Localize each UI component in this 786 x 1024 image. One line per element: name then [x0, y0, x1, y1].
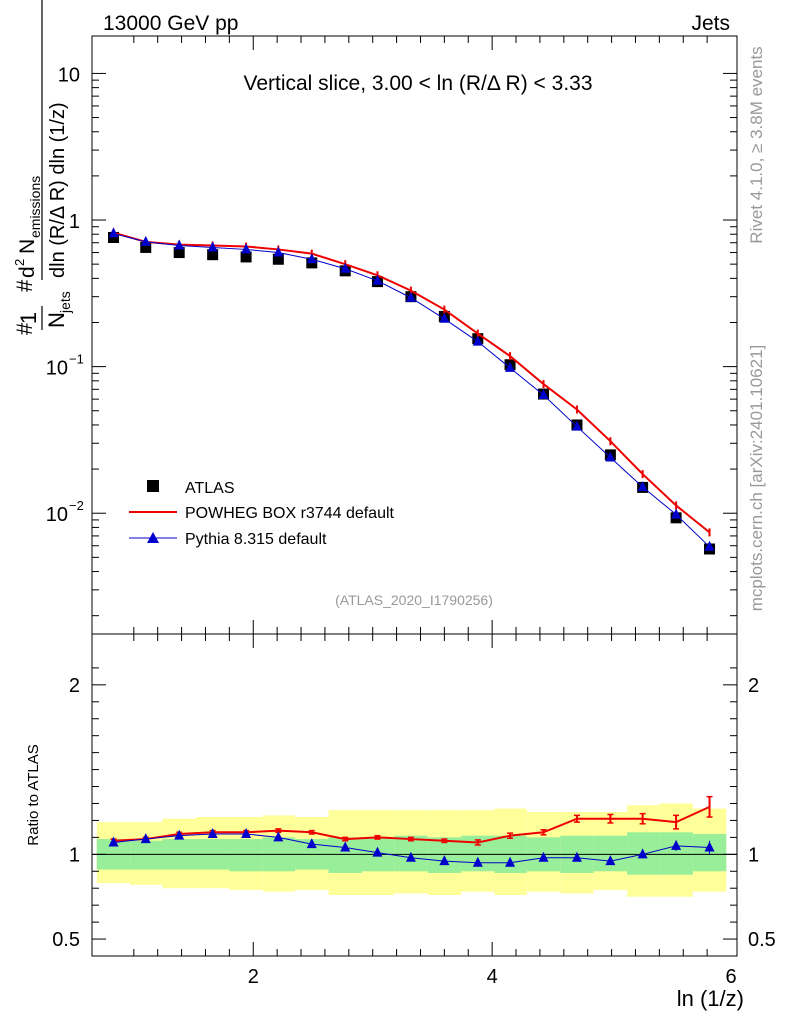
pythia-marker [505, 361, 516, 372]
y-tick-label: 10 [46, 504, 68, 526]
atlas-data-point [173, 247, 185, 259]
pythia-ratio-marker [174, 829, 185, 840]
ratio-plot [92, 795, 737, 897]
pythia-ratio-marker [538, 851, 549, 862]
pythia-marker [273, 246, 284, 257]
ratio-y-axis-label: Ratio to ATLAS [25, 744, 42, 845]
pythia-ratio-marker [571, 851, 582, 862]
svg-text:N: N [44, 312, 69, 328]
atlas-data-point [240, 251, 252, 263]
svg-text:d: d [16, 266, 39, 278]
legend: ATLAS POWHEG BOX r3744 default Pythia 8.… [129, 480, 395, 548]
pythia-marker [605, 451, 616, 462]
pythia-ratio-marker [405, 851, 416, 862]
pythia-marker [372, 274, 383, 285]
pythia-marker [140, 235, 151, 246]
atlas-data-point [272, 253, 284, 265]
svg-text:dln (R/Δ R) dln (1/z): dln (R/Δ R) dln (1/z) [47, 102, 69, 278]
energy-label: 13000 GeV pp [103, 12, 238, 35]
green-band-bin [659, 832, 693, 875]
pythia-ratio-marker [671, 839, 682, 850]
svg-text:N: N [16, 239, 39, 254]
svg-text:2: 2 [12, 259, 27, 266]
x-tick-label: 2 [248, 966, 259, 988]
analysis-id-label: (ATLAS_2020_I1790256) [335, 592, 493, 608]
pythia-ratio-marker [472, 856, 483, 867]
svg-text:#: # [12, 279, 37, 292]
pythia-ratio-marker [372, 846, 383, 857]
y-tick-label: 1 [69, 211, 80, 233]
atlas-data-point [140, 241, 152, 253]
pythia-marker [538, 389, 549, 400]
green-band-bin [229, 839, 263, 872]
legend-atlas-marker [147, 480, 159, 492]
green-band-bin [593, 835, 628, 872]
atlas-data-point [108, 231, 119, 243]
svg-text:emissions: emissions [27, 176, 43, 238]
pythia-marker [241, 243, 252, 254]
legend-atlas-label: ATLAS [185, 480, 235, 497]
pythia-marker [340, 262, 351, 273]
y-tick-label: 10 [46, 358, 68, 380]
pythia-ratio-marker [439, 855, 450, 866]
atlas-data-point [207, 249, 219, 261]
y-tick-exponent: −1 [69, 352, 84, 367]
pythia-line [113, 232, 710, 548]
pythia-marker [174, 239, 185, 250]
legend-powheg-label: POWHEG BOX r3744 default [185, 505, 395, 522]
legend-pythia-label: Pythia 8.315 default [185, 531, 327, 548]
pythia-ratio-marker [273, 831, 284, 842]
pythia-marker [704, 540, 715, 551]
pythia-ratio-marker [605, 855, 616, 866]
pythia-marker [472, 335, 483, 346]
pythia-ratio-marker [306, 838, 317, 849]
ratio-y-tick-label: 0.5 [52, 929, 80, 951]
legend-pythia-marker [147, 532, 159, 543]
pythia-marker [637, 480, 648, 491]
x-tick-label: 6 [725, 966, 736, 988]
ratio-y-tick-label: 2 [69, 675, 80, 697]
ratio-plot-frame [91, 633, 738, 957]
pythia-ratio-marker [207, 827, 218, 838]
pythia-marker [571, 420, 582, 431]
pythia-marker [108, 227, 119, 238]
y-tick-label: 10 [58, 64, 80, 86]
y-tick-exponent: −2 [69, 498, 84, 513]
rivet-version-label: Rivet 4.1.0, ≥ 3.8M events [747, 46, 766, 243]
x-axis-label: ln (1/z) [677, 986, 744, 1011]
pythia-marker [207, 241, 218, 252]
pythia-ratio-marker [241, 827, 252, 838]
pythia-marker [439, 312, 450, 323]
pythia-ratio-marker [637, 848, 648, 859]
pythia-marker [306, 253, 317, 264]
ratio-y-tick-label-right: 0.5 [748, 929, 776, 951]
mcplots-label: mcplots.cern.ch [arXiv:2401.10621] [747, 345, 766, 611]
svg-text:jets: jets [57, 291, 73, 314]
ratio-y-tick-label-right: 1 [748, 844, 759, 866]
main-plot [108, 227, 716, 555]
svg-text:#: # [12, 322, 37, 335]
plot-title: Vertical slice, 3.00 < ln (R/Δ R) < 3.33 [243, 72, 592, 95]
category-label: Jets [691, 12, 730, 35]
pythia-ratio-marker [140, 833, 151, 844]
pythia-marker [405, 291, 416, 302]
pythia-marker [671, 508, 682, 519]
green-band-bin [130, 840, 163, 870]
y-axis-label: # 1 N jets # d 2 N emissions dln (R/Δ R)… [12, 0, 73, 335]
x-tick-label: 4 [487, 966, 498, 988]
pythia-ratio-marker [108, 836, 119, 847]
svg-text:1: 1 [16, 312, 41, 324]
pythia-ratio-marker [505, 856, 516, 867]
pythia-ratio-marker [704, 841, 715, 852]
ratio-y-tick-label: 1 [69, 844, 80, 866]
ratio-y-tick-label-right: 2 [748, 675, 759, 697]
pythia-ratio-marker [340, 841, 351, 852]
